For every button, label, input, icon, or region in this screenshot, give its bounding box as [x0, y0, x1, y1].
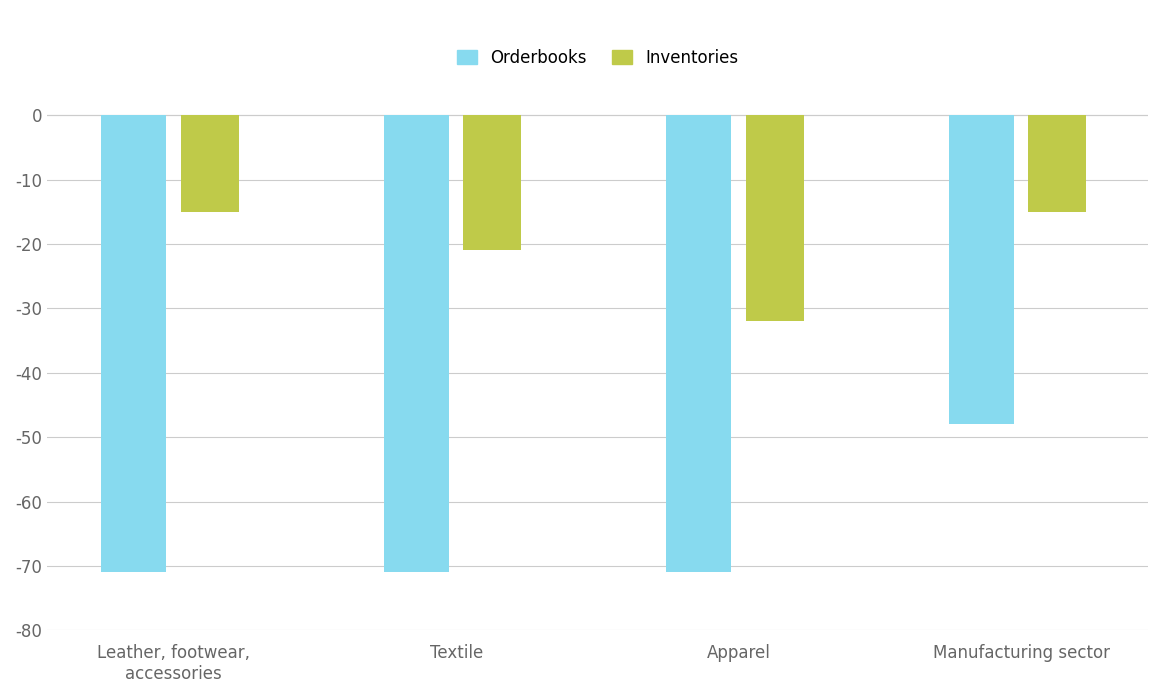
Bar [384, 115, 449, 572]
Bar [1028, 115, 1086, 211]
Bar [745, 115, 804, 321]
Legend: Orderbooks, Inventories: Orderbooks, Inventories [450, 42, 744, 73]
Bar [949, 115, 1014, 424]
Bar [101, 115, 166, 572]
Bar [666, 115, 732, 572]
Bar [463, 115, 521, 251]
Bar [181, 115, 238, 211]
